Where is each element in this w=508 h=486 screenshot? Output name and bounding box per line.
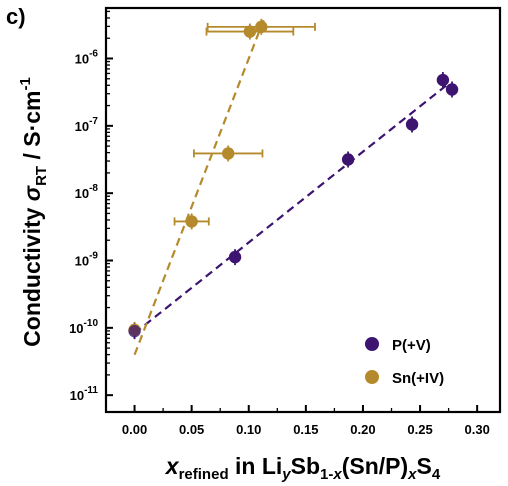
y-axis-title: Conductivity σRT / S·cm-1 — [17, 77, 50, 347]
data-point — [221, 147, 235, 160]
data-point — [128, 325, 141, 338]
fit-lines — [133, 19, 448, 356]
data-point — [243, 25, 257, 38]
y-tick-base: 10 — [75, 254, 89, 269]
data-point — [185, 215, 198, 228]
x-axis-title: xrefined in LiySb1-x(Sn/P)xS4 — [164, 453, 441, 483]
y-axis-title-sup: -1 — [17, 77, 34, 90]
y-tick-exponent: -6 — [89, 49, 98, 60]
y-axis-title-main: Conductivity — [19, 201, 45, 347]
plot-border — [104, 6, 502, 414]
plot-area — [104, 6, 502, 414]
y-tick-exponent: -11 — [84, 385, 98, 396]
x-axis-title-part1: Sb — [291, 453, 320, 479]
legend-label: P(+V) — [392, 337, 431, 354]
y-tick-base: 10 — [75, 52, 89, 67]
x-tick-label: 0.05 — [179, 422, 204, 437]
x-axis: 0.00 0.05 0.10 0.15 0.20 0.25 0.30 — [122, 405, 490, 437]
x-axis-title-x: x — [164, 453, 180, 479]
x-tick-label: 0.10 — [236, 422, 261, 437]
x-axis-title-subx: x — [332, 466, 342, 483]
data-points — [128, 20, 459, 338]
x-axis-title-mid: in Li — [229, 453, 283, 479]
legend-marker — [365, 370, 379, 384]
data-point — [405, 118, 419, 131]
legend-label: Sn(+IV) — [392, 370, 444, 387]
x-tick-label: 0.25 — [407, 422, 432, 437]
x-tick-label: 0.00 — [122, 422, 147, 437]
y-tick-label: 10-8 — [75, 183, 99, 201]
y-tick-exponent: -7 — [89, 116, 98, 127]
y-tick-label: 10-9 — [75, 251, 99, 269]
error-bars — [133, 18, 453, 340]
y-axis-title-unit: / S·cm — [19, 90, 45, 165]
x-axis-title-subx2: x — [407, 466, 417, 483]
data-point — [445, 83, 459, 96]
y-tick-exponent: -8 — [89, 183, 98, 194]
data-point — [341, 153, 355, 166]
fit-line — [133, 19, 265, 356]
y-tick-label: 10-7 — [75, 116, 99, 134]
data-point — [436, 73, 450, 87]
x-tick-label: 0.15 — [293, 422, 318, 437]
y-tick-base: 10 — [75, 119, 89, 134]
fit-line — [133, 84, 448, 335]
y-tick-base: 10 — [69, 321, 83, 336]
x-axis-title-y: y — [281, 466, 291, 483]
y-tick-label: 10-10 — [69, 318, 98, 336]
data-point — [255, 20, 268, 34]
x-axis-title-sub3: 4 — [432, 466, 441, 483]
x-axis-title-sub1: 1- — [320, 466, 333, 483]
y-axis-title-symbol: σ — [19, 185, 45, 201]
y-axis-title-sub: RT — [33, 166, 50, 186]
legend: P(+V) Sn(+IV) — [365, 337, 444, 387]
y-tick-label: 10-6 — [75, 49, 99, 67]
y-tick-base: 10 — [70, 388, 84, 403]
x-axis-title-part3: S — [417, 453, 432, 479]
x-tick-label: 0.20 — [350, 422, 375, 437]
x-tick-label: 0.30 — [465, 422, 490, 437]
panel-label: c) — [6, 4, 26, 29]
y-tick-base: 10 — [75, 186, 89, 201]
y-tick-exponent: -10 — [84, 318, 99, 329]
y-tick-exponent: -9 — [89, 251, 98, 262]
x-axis-title-xsub: refined — [179, 466, 229, 483]
x-axis-title-part2: (Sn/P) — [342, 453, 408, 479]
y-tick-label: 10-11 — [70, 385, 99, 403]
data-point — [228, 250, 242, 264]
legend-marker — [365, 337, 379, 351]
